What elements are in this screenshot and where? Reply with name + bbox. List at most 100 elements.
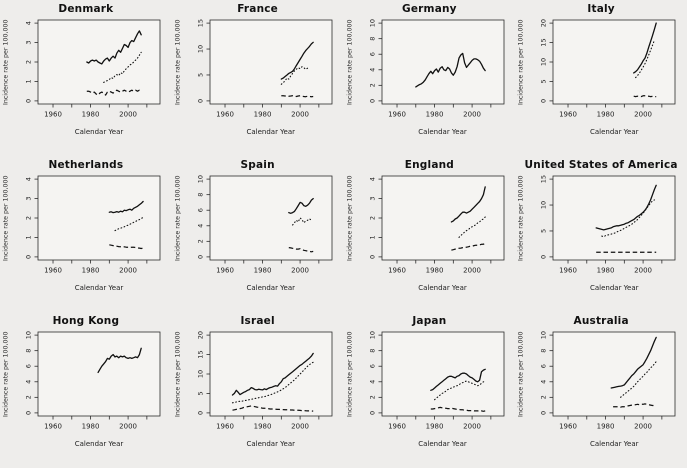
plot-box — [209, 331, 333, 417]
y-tick-label: 10 — [540, 201, 548, 209]
plot-area: 1960 1980 2000 0 1 2 3 4 — [25, 175, 161, 275]
plot-box — [37, 175, 161, 261]
chart-title: Hong Kong — [52, 315, 120, 327]
x-axis-label: Calendar Year — [74, 440, 124, 448]
y-tick-label: 15 — [196, 19, 204, 27]
x-axis-label: Calendar Year — [418, 284, 467, 292]
y-tick-label: 2 — [25, 395, 33, 399]
x-tick-label: 1960 — [559, 111, 577, 119]
series-solid-line — [610, 336, 658, 389]
series-solid-line — [287, 197, 314, 214]
plot-box — [381, 175, 504, 261]
series-dotted-line — [280, 66, 310, 85]
x-tick-label: 2000 — [634, 423, 652, 431]
x-axis-label: Calendar Year — [246, 440, 296, 448]
plot-box — [37, 331, 161, 417]
x-tick-label: 1960 — [216, 423, 234, 431]
y-tick-label: 10 — [540, 58, 548, 66]
chart-title: Germany — [402, 3, 457, 15]
x-tick-label: 1980 — [253, 423, 271, 431]
y-tick-label: 4 — [540, 380, 548, 384]
y-tick-label: 0 — [25, 411, 33, 415]
chart-title: Israel — [240, 315, 275, 327]
chart-title: England — [404, 159, 454, 171]
y-tick-label: 10 — [196, 45, 204, 53]
x-axis-label: Calendar Year — [589, 440, 639, 448]
y-tick-label: 0 — [25, 99, 33, 103]
chart-title: France — [237, 3, 279, 15]
x-tick-label: 2000 — [291, 111, 309, 119]
chart-title: Australia — [573, 315, 629, 327]
chart-panel-germany: Germany Incidence rate per 100,000 1960 198… — [344, 0, 516, 156]
plot-area: 1960 1980 2000 0 2 4 6 8 10 — [540, 331, 676, 431]
y-tick-label: 0 — [196, 411, 204, 415]
y-tick-label: 6 — [25, 364, 33, 368]
plot-area: 1960 1980 2000 0 2 4 6 8 10 — [368, 19, 504, 119]
plot-box — [552, 175, 676, 261]
plot-box — [381, 19, 504, 105]
chart-panel-netherlands: Netherlands Incidence rate per 100,000 196… — [0, 156, 172, 312]
plot-area: 1960 1980 2000 0 5 10 15 — [196, 19, 333, 119]
x-tick-label: 1960 — [388, 111, 406, 119]
chart-title: Denmark — [58, 3, 114, 15]
y-tick-label: 4 — [196, 224, 204, 228]
y-tick-label: 2 — [25, 216, 33, 220]
series-solid-line — [86, 30, 142, 65]
plot-area: 1960 1980 2000 0 2 4 6 8 10 — [368, 331, 504, 431]
series-dotted-line — [231, 361, 314, 404]
series-solid-line — [97, 347, 142, 374]
y-tick-label: 0 — [540, 255, 548, 259]
y-tick-label: 6 — [196, 208, 204, 212]
series-dashed-line — [281, 95, 314, 98]
y-tick-label: 15 — [540, 38, 548, 46]
series-solid-line — [108, 200, 144, 214]
plot-box — [552, 19, 676, 105]
y-tick-label: 5 — [196, 73, 204, 77]
y-tick-label: 8 — [25, 349, 33, 353]
chart-panel-hong-kong: Hong Kong Incidence rate per 100,000 1960 1… — [0, 312, 172, 468]
series-dotted-line — [103, 51, 142, 83]
chart-panel-england: England Incidence rate per 100,000 1960 198… — [344, 156, 516, 312]
y-tick-label: 2 — [25, 60, 33, 64]
x-axis-label: Calendar Year — [418, 440, 467, 448]
y-tick-label: 4 — [368, 380, 376, 384]
y-tick-label: 1 — [368, 235, 376, 239]
y-tick-label: 8 — [540, 349, 548, 353]
x-axis-label: Calendar Year — [418, 128, 467, 136]
y-tick-label: 6 — [368, 52, 376, 56]
plot-box — [209, 19, 333, 105]
x-axis-label: Calendar Year — [589, 128, 639, 136]
series-dashed-line — [450, 242, 486, 251]
x-tick-label: 1960 — [388, 267, 406, 275]
x-tick-label: 2000 — [119, 111, 137, 119]
y-tick-label: 3 — [25, 196, 33, 200]
series-dotted-line — [620, 361, 657, 398]
series-solid-line — [280, 41, 314, 80]
chart-panel-italy: Italy Incidence rate per 100,000 1960 1980 2… — [515, 0, 687, 156]
x-tick-label: 1980 — [425, 267, 443, 275]
y-tick-label: 4 — [368, 68, 376, 72]
x-tick-label: 1960 — [216, 267, 234, 275]
x-tick-label: 1980 — [253, 111, 271, 119]
chart-panel-france: France Incidence rate per 100,000 1960 1980… — [172, 0, 344, 156]
y-tick-label: 0 — [368, 411, 376, 415]
plot-area: 1960 1980 2000 0 2 4 6 8 10 — [25, 331, 161, 431]
y-tick-label: 8 — [196, 193, 204, 197]
chart-panel-denmark: Denmark Incidence rate per 100,000 1960 198… — [0, 0, 172, 156]
x-tick-label: 1980 — [597, 423, 615, 431]
y-tick-label: 4 — [25, 380, 33, 384]
y-tick-label: 2 — [368, 83, 376, 87]
x-tick-label: 1980 — [82, 267, 100, 275]
x-tick-label: 1960 — [44, 111, 62, 119]
x-tick-label: 2000 — [463, 111, 481, 119]
y-tick-label: 15 — [196, 350, 204, 358]
chart-title: Japan — [412, 315, 447, 327]
series-dotted-line — [457, 216, 486, 238]
series-solid-line — [414, 52, 486, 88]
y-tick-label: 10 — [196, 175, 204, 183]
y-tick-label: 20 — [540, 19, 548, 27]
chart-panel-japan: Japan Incidence rate per 100,000 1960 1980 2… — [344, 312, 516, 468]
series-dotted-line — [114, 217, 144, 232]
chart-title: Netherlands — [48, 159, 124, 171]
series-solid-line — [450, 186, 486, 223]
